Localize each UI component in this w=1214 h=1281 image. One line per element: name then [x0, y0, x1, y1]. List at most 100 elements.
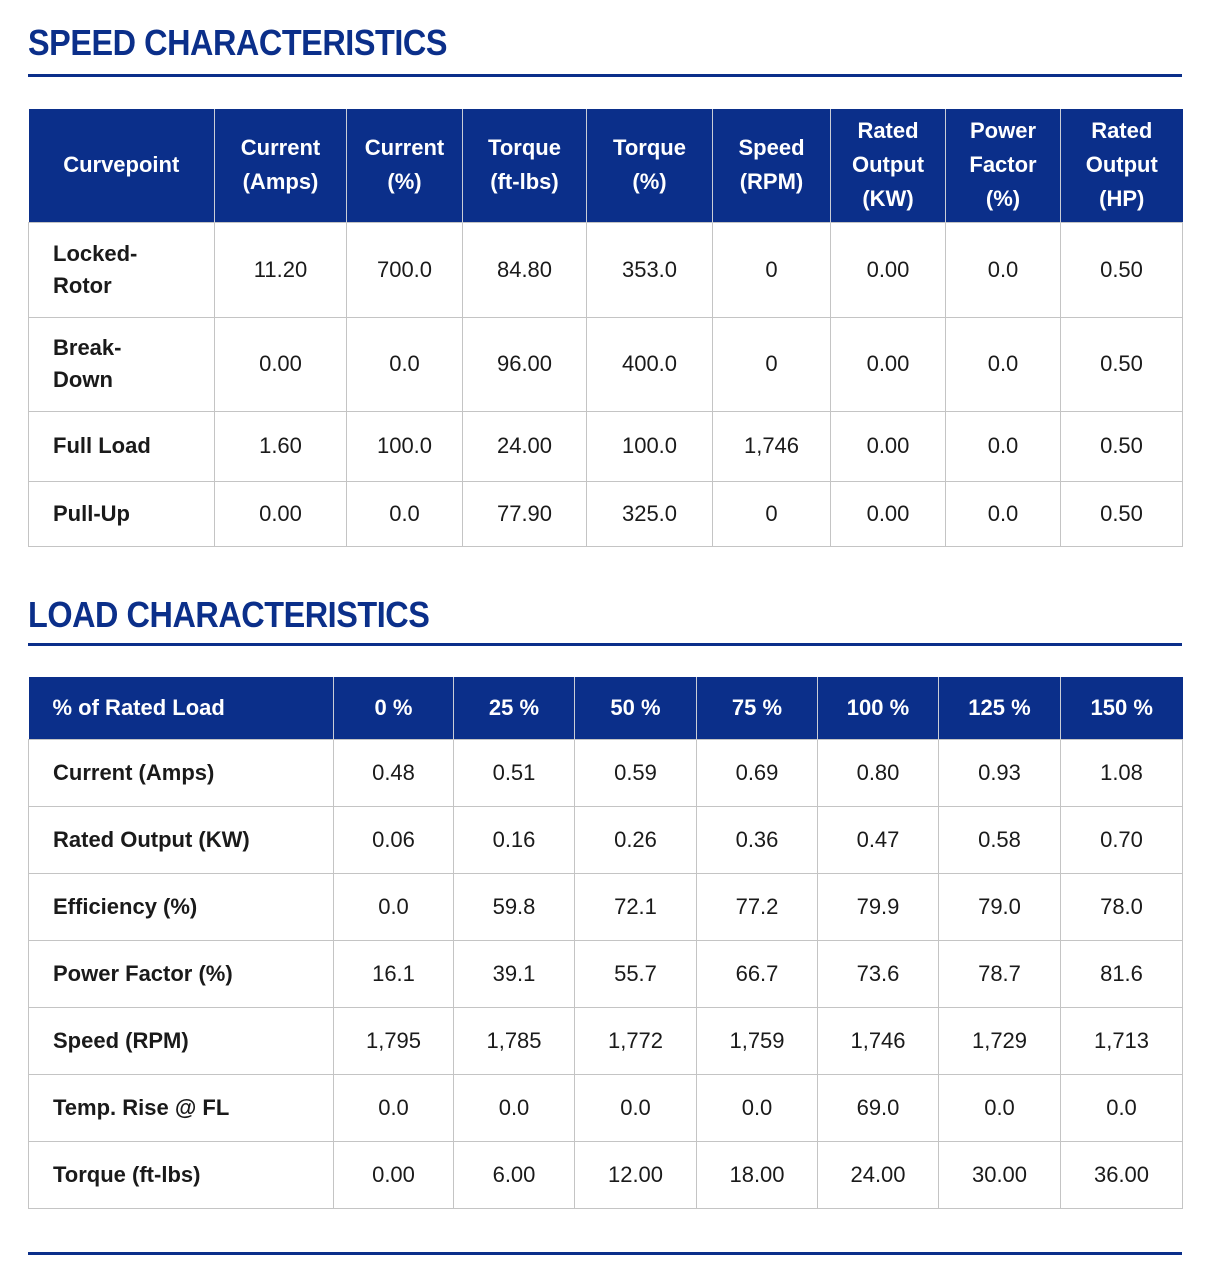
- table-cell: 325.0: [586, 480, 713, 547]
- row-label-efficiency: Efficiency (%): [28, 872, 334, 941]
- col-header-torque-pct: Torque (%): [586, 109, 713, 222]
- table-cell: 100.0: [586, 410, 713, 482]
- row-label-break-down: Break- Down: [28, 316, 215, 412]
- table-cell: 1,746: [817, 1006, 939, 1075]
- table-row: Pull-Up 0.00 0.0 77.90 325.0 0 0.00 0.0 …: [28, 480, 1183, 547]
- table-row: Break- Down 0.00 0.0 96.00 400.0 0 0.00 …: [28, 316, 1183, 412]
- table-cell: 96.00: [462, 316, 587, 412]
- row-label-rated-output-kw: Rated Output (KW): [28, 805, 334, 874]
- table-cell: 0.50: [1060, 410, 1183, 482]
- header-text: (%): [985, 186, 1021, 212]
- row-label-temp-rise: Temp. Rise @ FL: [28, 1073, 334, 1142]
- table-cell: 0.00: [214, 316, 347, 412]
- table-cell: 79.9: [817, 872, 939, 941]
- table-row: Temp. Rise @ FL 0.0 0.0 0.0 0.0 69.0 0.0…: [28, 1073, 1183, 1142]
- table-cell: 0.0: [1060, 1073, 1183, 1142]
- table-cell: 0.50: [1060, 480, 1183, 547]
- load-characteristics-title: LOAD CHARACTERISTICS: [28, 594, 430, 635]
- table-cell: 1.08: [1060, 738, 1183, 807]
- table-cell: 0.59: [574, 738, 697, 807]
- row-label-locked-rotor: Locked- Rotor: [28, 221, 215, 318]
- table-cell: 0.48: [333, 738, 454, 807]
- col-header-current-amps: Current (Amps): [214, 109, 347, 222]
- table-row: Efficiency (%) 0.0 59.8 72.1 77.2 79.9 7…: [28, 872, 1183, 941]
- table-cell: 353.0: [586, 221, 713, 318]
- table-cell: 18.00: [696, 1140, 818, 1209]
- col-header-load-50: 50 %: [574, 677, 697, 739]
- table-cell: 0.58: [938, 805, 1061, 874]
- row-label-text: Break-: [53, 335, 122, 360]
- table-cell: 0.50: [1060, 316, 1183, 412]
- table-cell: 0.0: [945, 221, 1061, 318]
- col-header-load-75: 75 %: [696, 677, 818, 739]
- table-cell: 0.06: [333, 805, 454, 874]
- header-text: Factor: [969, 152, 1037, 178]
- table-row: Rated Output (KW) 0.06 0.16 0.26 0.36 0.…: [28, 805, 1183, 874]
- table-cell: 0.50: [1060, 221, 1183, 318]
- col-header-load-125: 125 %: [938, 677, 1061, 739]
- table-cell: 59.8: [453, 872, 575, 941]
- table-cell: 24.00: [462, 410, 587, 482]
- table-cell: 1,729: [938, 1006, 1061, 1075]
- table-cell: 0.00: [214, 480, 347, 547]
- row-label-text: Locked-: [53, 240, 138, 266]
- table-cell: 30.00: [938, 1140, 1061, 1209]
- table-cell: 0.93: [938, 738, 1061, 807]
- table-cell: 400.0: [586, 316, 713, 412]
- table-cell: 12.00: [574, 1140, 697, 1209]
- header-text: (RPM): [739, 169, 804, 195]
- table-row: Current (Amps) 0.48 0.51 0.59 0.69 0.80 …: [28, 738, 1183, 807]
- header-text: Power: [969, 118, 1037, 144]
- table-cell: 36.00: [1060, 1140, 1183, 1209]
- table-cell: 72.1: [574, 872, 697, 941]
- row-label-torque-ftlbs: Torque (ft-lbs): [28, 1140, 334, 1209]
- table-cell: 0.80: [817, 738, 939, 807]
- col-header-load-25: 25 %: [453, 677, 575, 739]
- table-cell: 6.00: [453, 1140, 575, 1209]
- table-cell: 0.0: [453, 1073, 575, 1142]
- table-cell: 0.0: [346, 316, 463, 412]
- table-cell: 0.0: [945, 480, 1061, 547]
- table-cell: 0.0: [945, 316, 1061, 412]
- table-row: Torque (ft-lbs) 0.00 6.00 12.00 18.00 24…: [28, 1140, 1183, 1209]
- header-text: (ft-lbs): [490, 169, 559, 195]
- header-text: Torque: [613, 135, 686, 161]
- table-cell: 0.0: [346, 480, 463, 547]
- col-header-power-factor: Power Factor (%): [945, 109, 1061, 222]
- table-cell: 84.80: [462, 221, 587, 318]
- header-text: Output: [1085, 152, 1158, 178]
- table-cell: 0.47: [817, 805, 939, 874]
- table-cell: 0.26: [574, 805, 697, 874]
- table-row: Locked- Rotor 11.20 700.0 84.80 353.0 0 …: [28, 221, 1183, 318]
- table-cell: 0.51: [453, 738, 575, 807]
- table-cell: 1,785: [453, 1006, 575, 1075]
- table-row: Speed (RPM) 1,795 1,785 1,772 1,759 1,74…: [28, 1006, 1183, 1075]
- table-cell: 81.6: [1060, 939, 1183, 1008]
- table-cell: 69.0: [817, 1073, 939, 1142]
- table-cell: 77.90: [462, 480, 587, 547]
- speed-table-header-row: Curvepoint Current (Amps) Current (%) To…: [28, 109, 1183, 222]
- table-cell: 0: [712, 480, 831, 547]
- col-header-current-pct: Current (%): [346, 109, 463, 222]
- table-cell: 0.0: [938, 1073, 1061, 1142]
- col-header-torque-ftlbs: Torque (ft-lbs): [462, 109, 587, 222]
- speed-characteristics-table: Curvepoint Current (Amps) Current (%) To…: [28, 109, 1183, 547]
- table-cell: 77.2: [696, 872, 818, 941]
- header-text: Torque: [488, 135, 561, 161]
- table-cell: 0: [712, 221, 831, 318]
- header-text: (%): [387, 169, 422, 195]
- table-cell: 79.0: [938, 872, 1061, 941]
- header-text: (Amps): [242, 169, 319, 195]
- col-header-curvepoint: Curvepoint: [28, 109, 215, 222]
- table-cell: 1,795: [333, 1006, 454, 1075]
- header-text: Output: [851, 152, 925, 178]
- table-cell: 1,759: [696, 1006, 818, 1075]
- table-cell: 39.1: [453, 939, 575, 1008]
- speed-characteristics-title: SPEED CHARACTERISTICS: [28, 22, 448, 63]
- table-cell: 78.0: [1060, 872, 1183, 941]
- table-cell: 0.0: [696, 1073, 818, 1142]
- load-title-rule: [28, 643, 1182, 646]
- table-cell: 0.70: [1060, 805, 1183, 874]
- row-label-pull-up: Pull-Up: [28, 480, 215, 547]
- table-cell: 66.7: [696, 939, 818, 1008]
